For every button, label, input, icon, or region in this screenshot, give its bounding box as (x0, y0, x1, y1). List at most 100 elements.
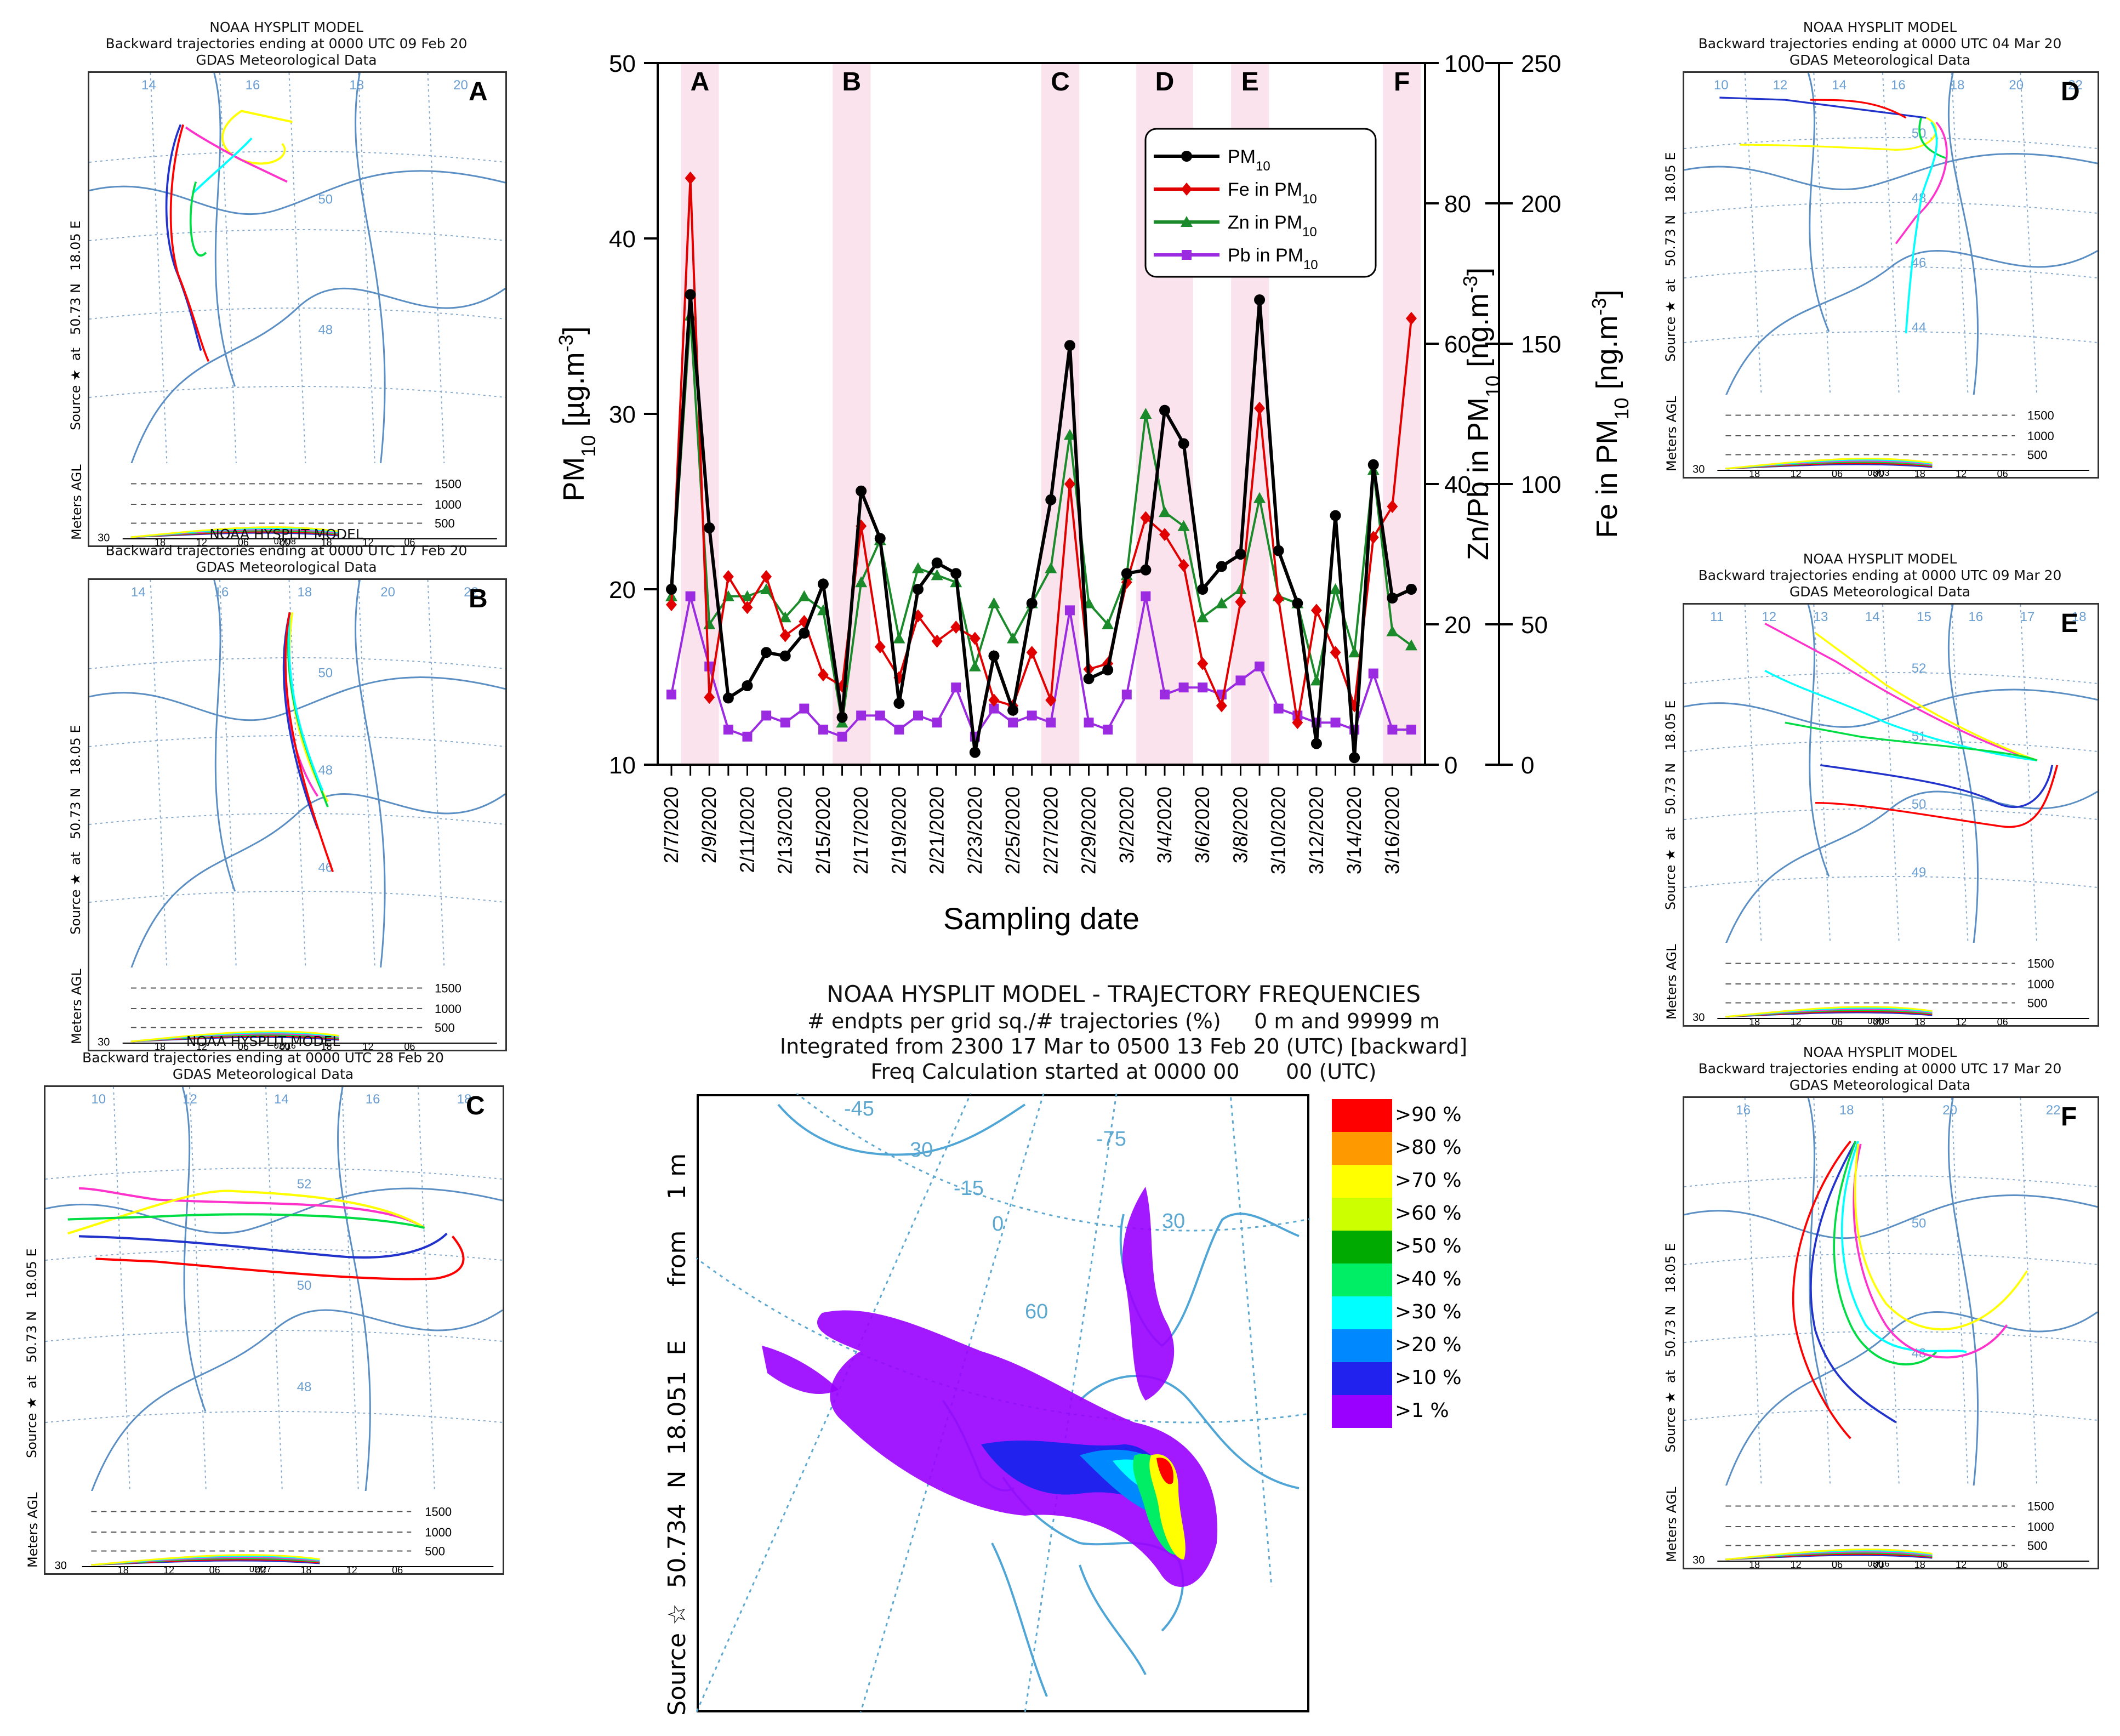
panel-subtitle: Backward trajectories ending at 0000 UTC… (105, 543, 468, 559)
time-tick: 18 (118, 1565, 129, 1574)
data-point (988, 693, 1000, 707)
data-point (742, 601, 753, 614)
data-point (875, 710, 885, 721)
data-point (931, 569, 943, 580)
series-line (670, 315, 1412, 723)
legend-swatch-label: >40 % (1395, 1268, 1462, 1290)
x-tick-label: 2/17/2020 (850, 787, 872, 874)
pm10-time-series-chart: A B C D E F 10 20 30 40 50 0 20 40 60 80 100 0 50 100 150 200… (555, 50, 1633, 936)
trajectory-line (1740, 117, 1937, 151)
y-tick-right2: 100 (1521, 471, 1561, 498)
time-tick: 12 (1791, 469, 1802, 477)
data-point (1102, 618, 1114, 629)
coastline (1079, 1375, 1300, 1489)
data-point (1349, 752, 1360, 764)
series-line (670, 294, 1412, 758)
level-label: 1000 (2027, 429, 2054, 443)
legend-swatch (1332, 1329, 1392, 1362)
level-label: 1000 (435, 498, 461, 511)
data-point (1045, 562, 1057, 573)
time-tick: 00 (280, 537, 290, 546)
time-tick: 06 (404, 537, 415, 546)
y-tick-right2: 0 (1521, 752, 1534, 779)
data-point (1121, 568, 1132, 579)
x-tick-label: 2/11/2020 (736, 787, 758, 873)
lon-label: 18 (1950, 78, 1965, 93)
x-tick-label: 2/25/2020 (1001, 787, 1024, 874)
legend-marker (1182, 250, 1192, 260)
height-profile: 1500 1000 500 30 18 12 06 00 18 12 06 03/16 (1683, 1485, 2099, 1570)
date-tick: 03/08 (1867, 1017, 1889, 1025)
data-point (1406, 584, 1417, 595)
x-tick-label: 2/29/2020 (1078, 787, 1100, 874)
series-pm10 (666, 289, 1417, 764)
time-tick: 12 (1956, 1559, 1967, 1568)
trajectory-line (1833, 1141, 1937, 1365)
time-tick: 00 (1873, 1559, 1884, 1568)
data-point (1197, 657, 1209, 670)
data-point (779, 629, 791, 642)
panel-title: NOAA HYSPLIT MODEL (186, 1033, 340, 1049)
y-tick-left: 20 (609, 577, 636, 604)
time-tick: 12 (196, 1041, 207, 1050)
freq-map-line2: # endpts per grid sq./# trajectories (%)… (807, 1009, 1440, 1033)
lon-label: 16 (1736, 1103, 1751, 1118)
level-label: 1000 (425, 1526, 452, 1539)
lon-label: 14 (141, 78, 156, 93)
x-tick-label: 3/2/2020 (1115, 787, 1138, 863)
lon-label: 18 (457, 1092, 472, 1107)
trajectory-line (1785, 721, 2038, 761)
time-tick: 12 (1791, 1559, 1802, 1568)
date-tick: 02/16 (274, 1041, 296, 1050)
data-point (969, 631, 981, 645)
data-point (1083, 673, 1095, 685)
graticule-label: 60 (1025, 1300, 1048, 1323)
legend-label: Pb in PM10 (1228, 245, 1318, 272)
data-point (1216, 561, 1227, 572)
series-line (670, 596, 1411, 739)
legend-swatch (1332, 1296, 1392, 1329)
data-point (1234, 583, 1247, 594)
height-trace (130, 1031, 339, 1043)
data-point (779, 611, 791, 623)
lat-label: 48 (297, 1380, 312, 1395)
panel-letter: A (469, 77, 488, 106)
data-point (968, 660, 981, 671)
lon-label: 15 (1917, 610, 1931, 624)
agl-label: Meters AGL (25, 1492, 41, 1568)
data-point (932, 718, 942, 728)
x-tick-label: 3/14/2020 (1343, 787, 1365, 874)
height-profile: 1500 1000 500 30 18 12 06 00 18 12 06 02/16 (88, 967, 507, 1052)
data-point (1330, 718, 1341, 728)
profile-canvas: 1500 1000 500 30 18 12 06 00 18 12 06 03/08 (1692, 957, 2089, 1028)
legend-label: PM10 (1228, 146, 1270, 174)
panel-data-label: GDAS Meteorological Data (196, 559, 377, 575)
data-point (1008, 718, 1018, 728)
data-point (855, 576, 868, 588)
data-point (761, 647, 772, 658)
time-tick: 18 (1914, 469, 1925, 477)
legend-swatch (1332, 1231, 1392, 1263)
data-point (817, 668, 829, 682)
data-point (1198, 682, 1208, 693)
profile-canvas: 1500 1000 500 30 18 12 06 00 18 12 06 03/03 (1692, 409, 2089, 480)
time-tick: 18 (1749, 1017, 1760, 1026)
trajectory-line (1840, 1141, 1967, 1353)
trajectory-line (1918, 117, 1947, 160)
legend-swatch-label: >90 % (1395, 1103, 1462, 1126)
freq-map-source-label: Source ☆ 50.734 N 18.051 E from 1 m (663, 1153, 691, 1716)
trajectory-map: 52 50 48 10 12 14 16 18 (44, 1085, 504, 1494)
x-tick-label: 3/16/2020 (1381, 787, 1403, 874)
data-point (1330, 646, 1341, 659)
data-point (1046, 718, 1056, 728)
data-point (1367, 459, 1379, 470)
data-point (666, 584, 677, 595)
legend-swatch-label: >50 % (1395, 1235, 1462, 1257)
data-point (1196, 611, 1209, 623)
legend-swatch (1332, 1198, 1392, 1231)
lon-label: 20 (2009, 78, 2024, 93)
data-point (1405, 639, 1417, 651)
data-point (1235, 595, 1246, 609)
data-point (685, 289, 696, 300)
x-tick-label: 2/19/2020 (887, 787, 910, 874)
